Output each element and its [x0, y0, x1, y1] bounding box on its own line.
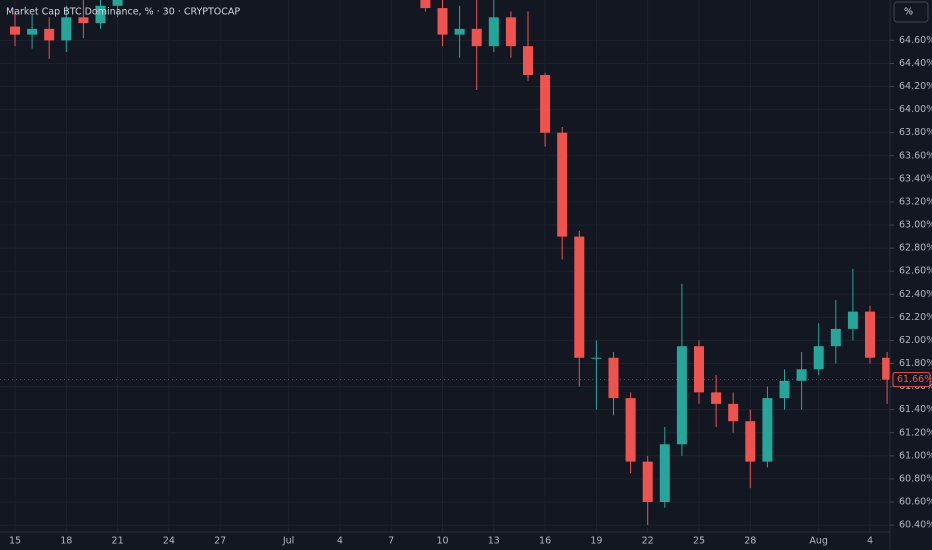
x-tick-label: 24	[163, 536, 175, 547]
last-price-label: 61.66%	[897, 374, 932, 385]
candle-body	[762, 398, 773, 462]
candle-body	[779, 380, 790, 399]
grid	[0, 0, 890, 532]
scale-button-label[interactable]: %	[904, 7, 913, 18]
candle-body	[830, 328, 841, 347]
candle-body	[847, 311, 858, 329]
candle-body	[711, 392, 722, 404]
candle-body	[505, 17, 516, 47]
y-tick-label: 64.60%	[899, 35, 932, 46]
y-tick-label: 60.60%	[899, 496, 932, 507]
x-tick-label: 4	[337, 536, 343, 547]
x-tick-label: 7	[388, 536, 394, 547]
y-tick-label: 62.60%	[899, 266, 932, 277]
y-tick-label: 63.20%	[899, 196, 932, 207]
x-tick-label: Aug	[809, 536, 828, 547]
candle-body	[78, 17, 89, 24]
y-tick-label: 61.00%	[899, 450, 932, 461]
candle-body	[523, 46, 533, 76]
candle-body	[44, 28, 55, 41]
x-tick-label: 25	[693, 536, 705, 547]
candle-body	[676, 346, 687, 445]
x-tick-label: 22	[642, 536, 654, 547]
y-tick-label: 63.00%	[899, 220, 932, 231]
y-tick-label: 63.60%	[899, 150, 932, 161]
candle-body	[694, 346, 704, 393]
y-tick-label: 62.40%	[899, 289, 932, 300]
chart-title: Market Cap BTC Dominance, % · 30 · CRYPT…	[6, 7, 240, 18]
candle-body	[557, 132, 568, 237]
y-tick-label: 61.40%	[899, 404, 932, 415]
x-tick-label: 28	[744, 536, 756, 547]
y-tick-label: 64.00%	[899, 104, 932, 115]
candle-body	[27, 28, 38, 35]
candle-body	[488, 17, 499, 47]
candle-body	[10, 26, 20, 35]
candle-body	[420, 0, 431, 9]
candle-body	[608, 357, 619, 399]
candle-body	[728, 403, 739, 422]
candle-body	[865, 311, 875, 358]
x-tick-label: 10	[436, 536, 448, 547]
candle-body	[882, 357, 890, 380]
y-tick-label: 61.20%	[899, 427, 932, 438]
x-tick-label: 18	[60, 536, 72, 547]
candle-body	[112, 0, 123, 6]
y-tick-label: 64.20%	[899, 81, 932, 92]
x-tick-label: 21	[112, 536, 124, 547]
y-tick-label: 64.40%	[899, 58, 932, 69]
plot-area	[0, 0, 890, 526]
x-tick-label: Jul	[282, 536, 294, 547]
candle-body	[625, 398, 636, 462]
candle-body	[745, 421, 756, 462]
y-tick-label: 62.80%	[899, 243, 932, 254]
candle-body	[540, 75, 551, 133]
y-tick-label: 60.80%	[899, 473, 932, 484]
x-tick-label: 19	[590, 536, 602, 547]
last-price-box	[892, 372, 931, 388]
candle-body	[95, 5, 106, 24]
candle-body	[454, 28, 465, 35]
y-tick-label: 62.20%	[899, 312, 932, 323]
candle-body	[813, 346, 824, 370]
y-tick-label: 61.80%	[899, 358, 932, 369]
candle-body	[591, 357, 602, 359]
axes: 60.40% 60.60% 60.80% 61.00% 61.20% 61.40% 61.6…	[9, 35, 932, 547]
y-tick-label: 63.40%	[899, 173, 932, 184]
x-tick-label: 16	[539, 536, 551, 547]
candle-body	[471, 28, 482, 47]
x-tick-label: 13	[488, 536, 500, 547]
y-tick-label: 63.80%	[899, 127, 932, 138]
scale-button[interactable]	[893, 1, 929, 23]
x-tick-label: 4	[867, 536, 873, 547]
candle-body	[437, 8, 448, 35]
y-tick-label: 62.00%	[899, 335, 932, 346]
candle-body	[61, 17, 72, 41]
candle-body	[642, 461, 653, 502]
y-tick-label: 60.40%	[899, 520, 932, 531]
candle-body	[796, 369, 807, 381]
candle-body	[574, 236, 585, 358]
candle-body	[659, 444, 670, 502]
x-tick-label: 15	[9, 536, 21, 547]
x-tick-label: 27	[214, 536, 226, 547]
